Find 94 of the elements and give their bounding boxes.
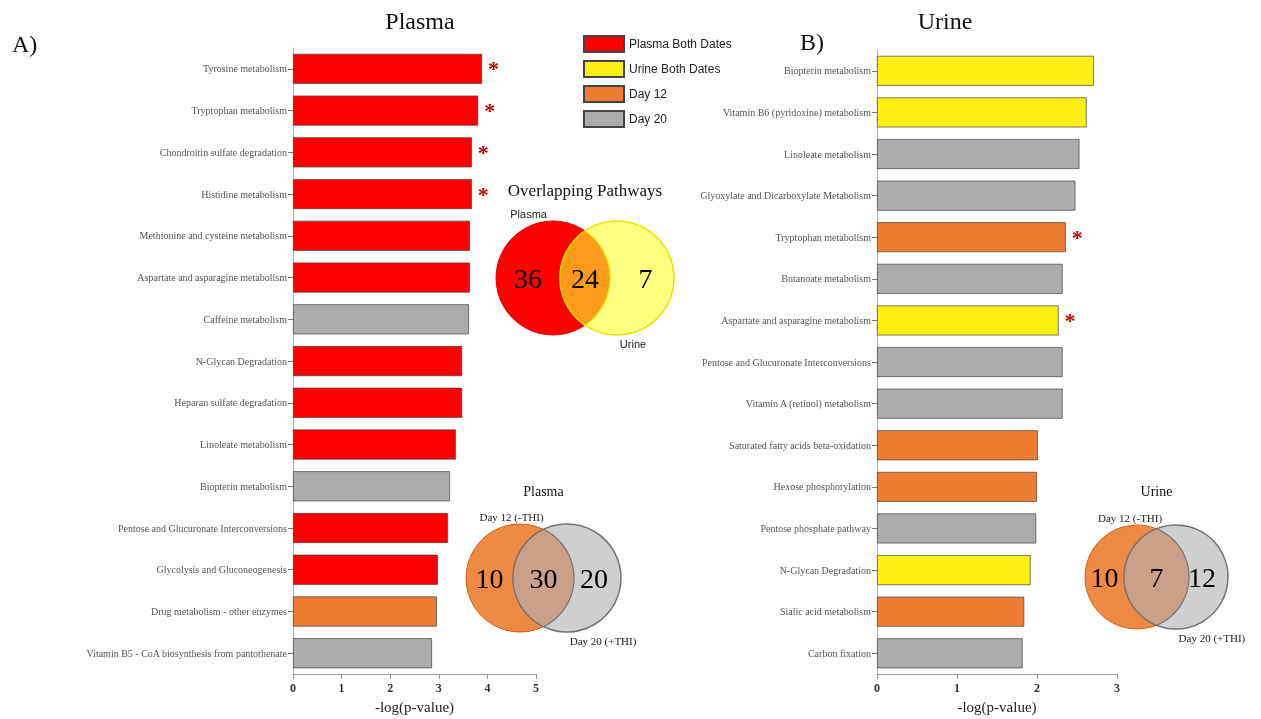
bar bbox=[293, 554, 438, 585]
data-label: * bbox=[477, 139, 489, 165]
x-axis-title: -log(p-value) bbox=[957, 698, 1037, 716]
bar bbox=[293, 429, 456, 460]
y-tick-label: Glycolysis and Gluconeogenesis bbox=[156, 564, 288, 576]
bar bbox=[293, 596, 437, 627]
data-label: 10 bbox=[475, 562, 504, 594]
data-label: 7 bbox=[638, 262, 653, 294]
text: Plasma bbox=[523, 483, 565, 499]
y-tick-label: Vitamin A (retinol) metabolism bbox=[745, 398, 872, 411]
y-tick-label: N-Glycan Degradation bbox=[195, 355, 287, 367]
y-tick-label: Vitamin B5 - CoA biosynthesis from pantothenate bbox=[86, 647, 288, 659]
text: B) bbox=[800, 29, 824, 55]
data-label: * bbox=[1071, 224, 1083, 250]
bar bbox=[877, 596, 1025, 627]
text: Urine bbox=[1140, 483, 1173, 499]
bar bbox=[293, 346, 463, 377]
y-tick-label: Sialic acid metabolism bbox=[779, 606, 872, 618]
category-label: Day 20 (+THI) bbox=[1178, 631, 1246, 645]
y-tick-label: Linoleate metabolism bbox=[784, 148, 872, 160]
x-tick-label: 1 bbox=[954, 681, 960, 696]
y-tick-label: Linoleate metabolism bbox=[200, 439, 288, 451]
y-tick-label: Pentose phosphate pathway bbox=[760, 522, 871, 534]
x-tick-label: 3 bbox=[1114, 681, 1120, 696]
category-label: Plasma bbox=[510, 207, 548, 220]
bar bbox=[877, 97, 1087, 128]
bar bbox=[293, 179, 472, 210]
bar bbox=[293, 262, 470, 293]
legend-label: Urine Both Dates bbox=[629, 62, 721, 76]
x-tick-label: 2 bbox=[1034, 681, 1040, 696]
category-label: Day 12 (-THI) bbox=[479, 510, 544, 524]
y-tick-label: Biopterin metabolism bbox=[200, 480, 288, 492]
x-tick-label: 5 bbox=[533, 681, 539, 696]
y-tick-label: Caffeine metabolism bbox=[203, 313, 288, 325]
bar bbox=[877, 222, 1066, 253]
x-tick-label: 3 bbox=[435, 681, 442, 696]
bar bbox=[293, 220, 470, 251]
y-tick-label: Pentose and Glucuronate Interconversions bbox=[117, 522, 288, 534]
data-label: 30 bbox=[529, 562, 558, 594]
data-label: * bbox=[488, 56, 500, 82]
data-label: 24 bbox=[571, 262, 599, 294]
category-label: Day 20 (+THI) bbox=[569, 634, 637, 648]
bar bbox=[877, 305, 1059, 336]
bar bbox=[293, 95, 479, 126]
y-tick-label: Drug metabolism - other enzymes bbox=[150, 605, 288, 617]
bar bbox=[877, 471, 1037, 502]
x-tick-label: 0 bbox=[290, 681, 296, 696]
chart-title: Plasma bbox=[385, 8, 456, 34]
y-tick-label: Glyoxylate and Dicarboxylate Metabolism bbox=[700, 190, 872, 202]
bar bbox=[293, 387, 463, 418]
y-tick-label: Vitamin B6 (pyridoxine) metabolism bbox=[723, 106, 872, 119]
x-tick-label: 0 bbox=[874, 681, 880, 696]
x-tick-label: 4 bbox=[484, 681, 491, 696]
y-tick-label: Tryptophan metabolism bbox=[191, 105, 288, 117]
bar bbox=[293, 512, 449, 544]
data-label: 36 bbox=[514, 262, 542, 294]
data-label: * bbox=[477, 181, 489, 207]
data-label: 10 bbox=[1090, 561, 1119, 593]
data-label: 12 bbox=[1188, 561, 1216, 593]
y-tick-label: Tyrosine metabolism bbox=[202, 63, 288, 75]
y-tick-label: Heparan sulfate degradation bbox=[174, 397, 287, 409]
text: Overlapping Pathways bbox=[507, 181, 663, 200]
bar bbox=[877, 55, 1094, 86]
category-label: Urine bbox=[619, 337, 647, 350]
y-tick-label: Butanoate metabolism bbox=[781, 273, 872, 285]
category-label: Day 12 (-THI) bbox=[1098, 511, 1163, 525]
chart-title: Urine bbox=[917, 8, 973, 34]
bar bbox=[877, 555, 1031, 586]
legend-label: Plasma Both Dates bbox=[629, 37, 732, 51]
text: A) bbox=[12, 31, 38, 57]
data-label: * bbox=[484, 98, 496, 124]
x-tick-label: 2 bbox=[387, 681, 394, 696]
bar bbox=[877, 430, 1038, 461]
y-tick-label: Tryptophan metabolism bbox=[775, 231, 872, 243]
y-tick-label: Aspartate and asparagine metabolism bbox=[721, 314, 872, 326]
y-tick-label: Methionine and cysteine metabolism bbox=[139, 230, 288, 242]
y-tick-label: Biopterin metabolism bbox=[784, 65, 872, 77]
y-tick-label: Pentose and Glucuronate Interconversions bbox=[701, 356, 872, 368]
bar bbox=[293, 137, 472, 168]
y-tick-label: Hexose phosphorylation bbox=[773, 481, 871, 493]
y-tick-label: Chondroitin sulfate degradation bbox=[159, 146, 287, 158]
y-tick-label: N-Glycan Degradation bbox=[779, 564, 871, 576]
y-tick-label: Aspartate and asparagine metabolism bbox=[137, 272, 288, 284]
data-label: * bbox=[1064, 307, 1076, 333]
data-label: 20 bbox=[580, 562, 608, 594]
legend-label: Day 12 bbox=[629, 87, 668, 101]
legend-label: Day 20 bbox=[629, 112, 668, 126]
y-tick-label: Saturated fatty acids beta-oxidation bbox=[729, 439, 871, 451]
y-tick-label: Carbon fixation bbox=[807, 647, 871, 659]
x-tick-label: 1 bbox=[338, 681, 345, 696]
data-label: 7 bbox=[1149, 561, 1164, 593]
bar bbox=[293, 53, 483, 84]
y-tick-label: Histidine metabolism bbox=[201, 188, 288, 200]
x-axis-title: -log(p-value) bbox=[374, 698, 455, 716]
